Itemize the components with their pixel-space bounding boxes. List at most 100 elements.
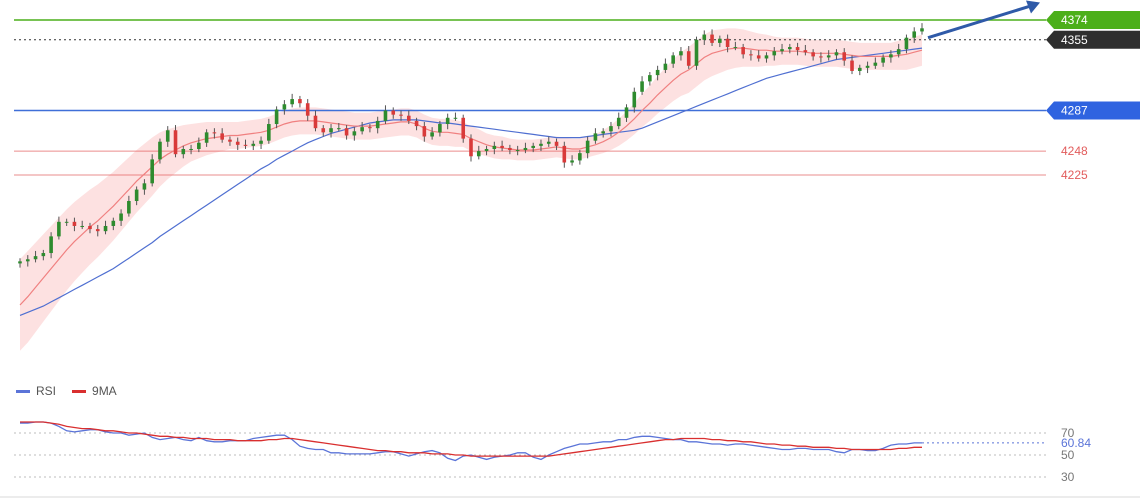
candle-body	[337, 128, 341, 130]
candle	[95, 224, 100, 237]
candle	[889, 50, 893, 63]
candle	[313, 110, 318, 132]
candle	[165, 126, 170, 147]
candle-body	[756, 55, 761, 59]
candle	[476, 145, 481, 160]
candle-body	[352, 131, 357, 136]
candle	[920, 23, 924, 35]
candle-body	[228, 139, 232, 142]
candle-body	[251, 143, 256, 146]
candle-body	[741, 47, 745, 55]
candle	[197, 137, 201, 153]
candle	[33, 250, 38, 263]
candle	[298, 95, 302, 108]
candle	[181, 145, 186, 159]
candle	[41, 249, 46, 261]
candle-body	[850, 60, 854, 71]
candle-body	[819, 56, 823, 58]
candle	[220, 128, 224, 143]
candle-body	[655, 69, 660, 76]
candle-body	[103, 225, 108, 232]
candle	[850, 55, 854, 75]
candle	[64, 218, 69, 226]
candle	[531, 142, 536, 153]
candle	[803, 44, 808, 56]
candle-body	[881, 57, 885, 63]
candle-body	[243, 144, 248, 146]
candle	[88, 222, 92, 234]
candle	[562, 141, 567, 168]
rsi-legend: RSI 9MA	[16, 384, 117, 398]
candle-body	[119, 213, 123, 221]
candle-body	[461, 117, 466, 139]
candle-body	[640, 81, 644, 92]
candle	[632, 87, 637, 113]
candle	[515, 145, 520, 156]
candle-body	[445, 117, 450, 125]
candle-body	[142, 183, 147, 190]
candle	[570, 155, 574, 166]
candle	[585, 136, 590, 159]
candle	[492, 141, 497, 155]
candle-body	[173, 130, 178, 155]
candle-body	[663, 63, 668, 70]
rsi-tick-30: 30	[1061, 470, 1075, 484]
candle	[741, 43, 745, 59]
candle	[406, 110, 411, 125]
rsi-last-value-label: 60.84	[1061, 436, 1091, 450]
candle-body	[158, 141, 162, 160]
candle	[469, 134, 473, 162]
candle-body	[329, 128, 333, 133]
level-badge-4374: 4374	[1046, 11, 1140, 29]
candle	[134, 186, 139, 206]
candle-body	[399, 114, 403, 116]
level-badge-4355: 4355	[1046, 30, 1140, 49]
candle	[321, 125, 326, 137]
candle	[57, 216, 61, 240]
candle-body	[298, 99, 302, 104]
candle-body	[111, 220, 116, 226]
candle-body	[282, 104, 287, 110]
candle-body	[290, 99, 294, 105]
candle-body	[453, 117, 458, 119]
candle-body	[321, 128, 326, 133]
candle-body	[391, 110, 396, 115]
legend-item-9ma: 9MA	[72, 384, 117, 398]
candle	[399, 110, 403, 121]
candle-body	[204, 132, 209, 143]
candle-body	[865, 65, 870, 68]
candle	[243, 139, 248, 149]
candle	[904, 34, 909, 54]
candle-body	[72, 221, 77, 226]
candle-body	[150, 159, 154, 184]
candle	[725, 34, 730, 53]
candle	[344, 125, 349, 140]
candle	[912, 27, 917, 43]
legend-item-rsi: RSI	[16, 384, 56, 398]
candle-body	[648, 75, 652, 82]
rsi-series-9ma	[20, 421, 922, 457]
candle	[150, 154, 154, 187]
legend-label-9ma: 9MA	[92, 384, 117, 398]
candle-body	[912, 31, 917, 38]
candle-body	[585, 140, 590, 154]
candle	[422, 121, 427, 142]
candle	[593, 128, 598, 144]
candle-body	[772, 51, 777, 56]
candle	[616, 112, 621, 130]
candle-body	[570, 160, 574, 163]
candle-body	[267, 124, 271, 141]
candle	[834, 49, 839, 60]
legend-swatch-rsi	[16, 389, 30, 393]
candle	[539, 139, 543, 152]
candle-body	[725, 38, 730, 48]
candle-body	[430, 132, 434, 137]
candle-body	[95, 229, 100, 232]
candle	[578, 150, 582, 165]
candle	[842, 48, 847, 66]
projection-arrow-head	[1026, 0, 1040, 14]
candle-body	[562, 145, 567, 163]
candle-body	[212, 132, 217, 134]
candle	[772, 47, 777, 61]
